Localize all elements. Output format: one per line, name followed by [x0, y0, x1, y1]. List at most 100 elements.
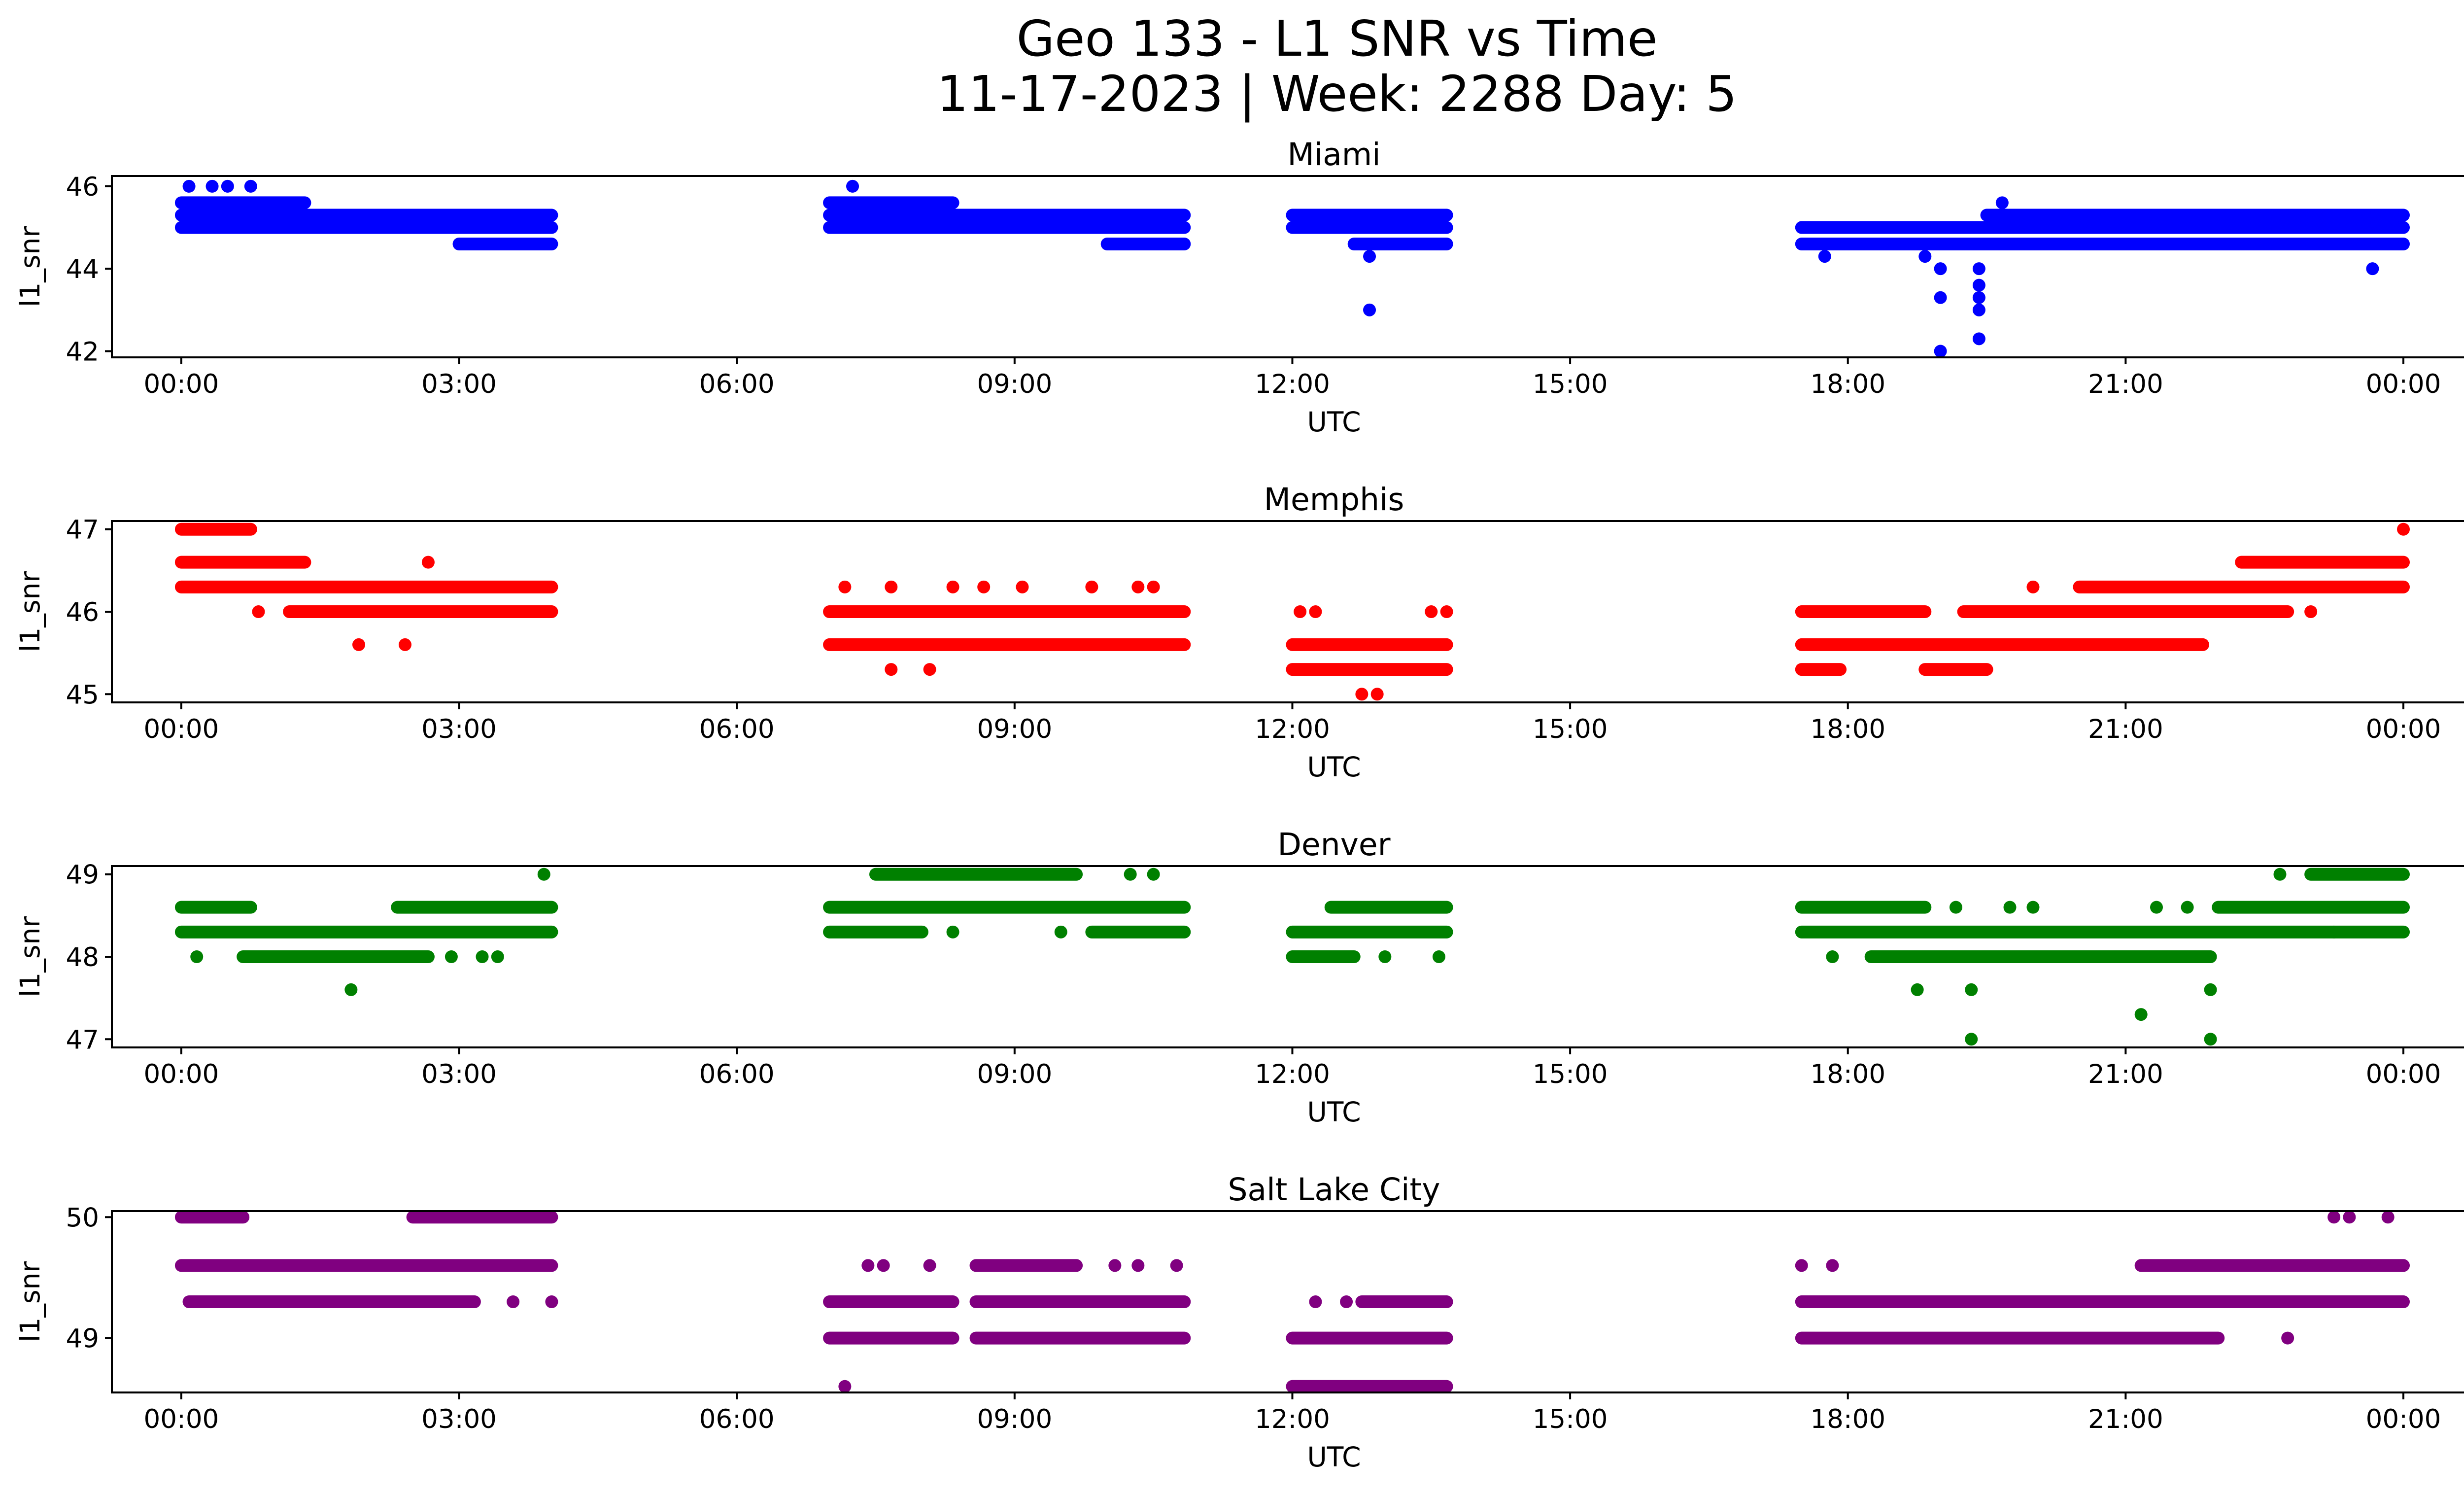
x-tick-label: 18:00 [1810, 1404, 1885, 1434]
data-point [946, 925, 959, 939]
data-point [1972, 291, 1985, 304]
x-tick-label: 15:00 [1533, 1404, 1608, 1434]
x-tick-label: 21:00 [2088, 1059, 2163, 1089]
data-point [1911, 983, 1924, 996]
data-point [476, 950, 489, 963]
data-point [1054, 925, 1067, 939]
y-tick-label: 46 [66, 597, 99, 627]
data-point [491, 950, 504, 963]
data-point [2204, 983, 2217, 996]
x-tick-label: 18:00 [1810, 714, 1885, 744]
x-tick-label: 12:00 [1255, 1404, 1330, 1434]
data-point [1934, 262, 1947, 276]
y-tick-label: 50 [66, 1203, 99, 1233]
x-tick-label: 03:00 [421, 714, 497, 744]
data-point [2273, 868, 2287, 881]
data-point [1795, 1259, 1808, 1272]
subplot-marks [174, 522, 2410, 701]
data-point [846, 179, 859, 193]
x-axis-label: UTC [1307, 406, 1361, 438]
data-point [1370, 688, 1384, 701]
x-tick-label: 00:00 [2366, 714, 2441, 744]
data-point [2281, 1331, 2294, 1345]
subplot-marks [174, 1211, 2410, 1392]
data-point [885, 580, 898, 593]
subplot-title: Denver [1277, 827, 1390, 863]
x-tick-label: 18:00 [1810, 1059, 1885, 1089]
data-point [2026, 580, 2040, 593]
data-point [2134, 1008, 2148, 1021]
data-point [2003, 901, 2017, 914]
data-point [1309, 605, 1322, 618]
y-tick-label: 49 [66, 1324, 99, 1354]
y-axis-label: l1_snr [14, 1261, 46, 1342]
data-point [1294, 605, 1307, 618]
data-point [1818, 250, 1831, 263]
data-point [537, 868, 550, 881]
data-point [244, 179, 257, 193]
x-tick-label: 03:00 [421, 1059, 497, 1089]
data-point [1108, 1259, 1122, 1272]
data-point [1432, 950, 1445, 963]
x-tick-label: 00:00 [144, 1059, 219, 1089]
data-point [1340, 1295, 1353, 1308]
data-point [205, 179, 219, 193]
x-tick-label: 06:00 [699, 369, 775, 399]
y-tick-label: 46 [66, 172, 99, 202]
x-tick-label: 00:00 [2366, 369, 2441, 399]
data-point [1378, 950, 1392, 963]
data-point [1425, 605, 1438, 618]
data-point [2304, 605, 2318, 618]
data-point [545, 1295, 558, 1308]
x-tick-label: 00:00 [144, 1404, 219, 1434]
data-point [2381, 1211, 2395, 1224]
data-point [1170, 1259, 1183, 1272]
data-point [2181, 901, 2194, 914]
x-tick-label: 12:00 [1255, 1059, 1330, 1089]
data-point [1147, 868, 1160, 881]
data-point [838, 580, 852, 593]
data-point [2397, 522, 2410, 536]
data-point [252, 605, 265, 618]
y-axis-label: l1_snr [14, 226, 46, 307]
subplot-marks [174, 179, 2410, 357]
data-point [182, 179, 196, 193]
data-point [1934, 345, 1947, 357]
data-point [1918, 250, 1932, 263]
data-point [398, 638, 411, 651]
data-point [1131, 1259, 1145, 1272]
data-point [861, 1259, 875, 1272]
data-point [1124, 868, 1137, 881]
y-axis-label: l1_snr [14, 571, 46, 652]
y-tick-label: 49 [66, 860, 99, 890]
x-tick-label: 15:00 [1533, 714, 1608, 744]
x-tick-label: 21:00 [2088, 369, 2163, 399]
data-point [1965, 983, 1978, 996]
data-point [877, 1259, 890, 1272]
axes-frame [111, 1210, 2464, 1393]
data-point [2204, 1033, 2217, 1046]
y-axis-label: l1_snr [14, 916, 46, 997]
axes-frame [111, 175, 2464, 358]
data-point [352, 638, 366, 651]
data-point [2150, 901, 2163, 914]
x-tick-label: 03:00 [421, 369, 497, 399]
data-point [1363, 303, 1376, 316]
data-point [1016, 580, 1029, 593]
data-point [1355, 688, 1369, 701]
data-point [221, 179, 234, 193]
data-point [421, 556, 435, 569]
figure-title-line2: 11-17-2023 | Week: 2288 Day: 5 [937, 65, 1737, 123]
x-tick-label: 03:00 [421, 1404, 497, 1434]
data-point [2327, 1211, 2341, 1224]
y-tick-label: 47 [66, 1025, 99, 1055]
data-point [1934, 291, 1947, 304]
data-point [445, 950, 458, 963]
data-point [977, 580, 991, 593]
x-tick-label: 12:00 [1255, 714, 1330, 744]
data-point [1363, 250, 1376, 263]
x-tick-label: 06:00 [699, 1404, 775, 1434]
data-point [507, 1295, 520, 1308]
data-point [1949, 901, 1962, 914]
